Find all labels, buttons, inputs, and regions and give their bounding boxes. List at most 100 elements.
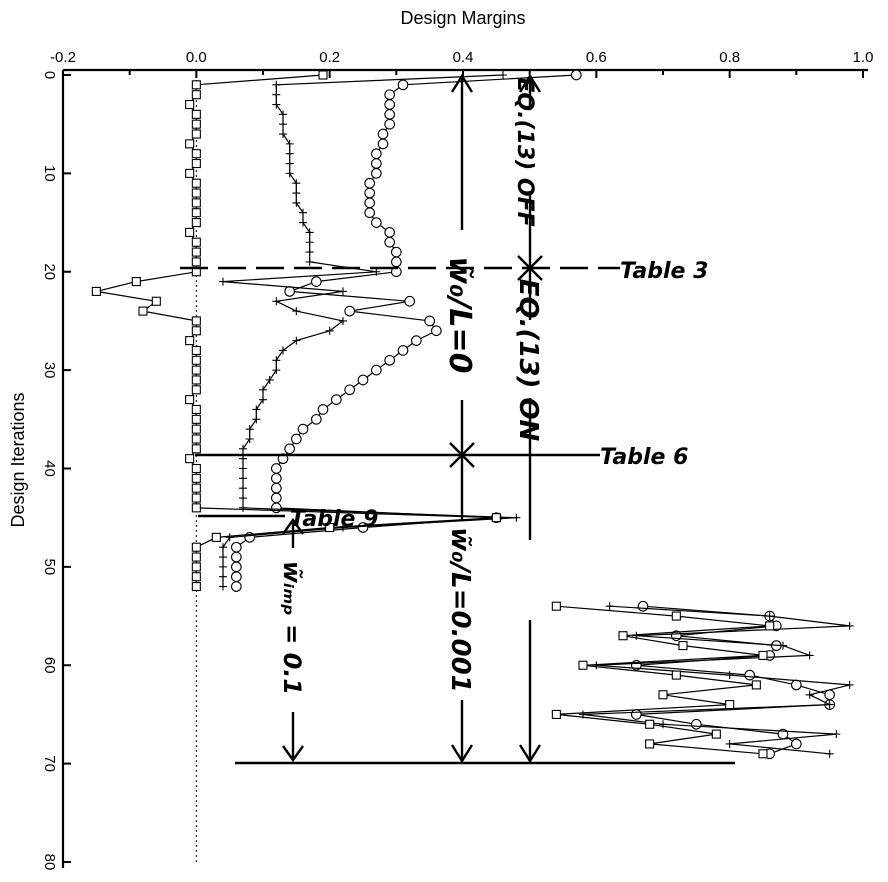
data-point-circle <box>284 286 296 297</box>
y-tick-label: 70 <box>41 755 58 772</box>
arrowhead-2 <box>518 73 542 93</box>
data-point-square <box>191 434 201 444</box>
data-point-square <box>191 316 201 326</box>
y-tick-label: 30 <box>41 362 58 379</box>
y-tick-label: 40 <box>41 460 58 477</box>
data-point-plus <box>259 385 267 394</box>
data-point-square <box>191 404 201 415</box>
data-point-square <box>191 218 201 228</box>
data-point-circle <box>430 325 442 337</box>
data-point-plus <box>272 366 281 375</box>
annotation-lines <box>180 73 735 765</box>
data-point-square <box>191 493 201 503</box>
data-point-circle <box>744 669 756 681</box>
data-point-plus <box>265 375 274 384</box>
data-point-circle <box>270 463 282 474</box>
x-tick-label: 0.6 <box>586 49 607 66</box>
data-point-circle <box>270 482 282 494</box>
data-point-square <box>185 395 195 405</box>
data-point-plus <box>272 356 281 365</box>
data-point-plus <box>239 474 247 483</box>
data-point-plus <box>252 415 261 424</box>
data-point-plus <box>239 444 247 453</box>
data-point-plus <box>279 130 287 139</box>
data-point-circle <box>790 738 802 750</box>
data-point-circle <box>397 345 409 356</box>
data-point-square <box>318 70 328 80</box>
data-point-plus <box>219 543 227 552</box>
data-point-square <box>645 719 655 729</box>
data-point-circle <box>344 384 356 396</box>
data-point-plus <box>245 425 254 434</box>
data-point-plus <box>805 651 814 660</box>
data-point-square <box>191 326 201 336</box>
x-tick-label: 0.2 <box>319 49 340 66</box>
data-point-circle <box>637 600 649 612</box>
data-point-square <box>191 119 201 129</box>
data-point-circle <box>317 404 329 415</box>
data-point-square <box>131 277 141 287</box>
y-tick-label: 50 <box>41 559 58 576</box>
data-point-square <box>185 227 195 237</box>
data-point-square <box>138 306 148 316</box>
data-point-square <box>185 139 195 149</box>
data-point-circle <box>370 148 382 160</box>
data-point-circle <box>364 187 376 199</box>
data-point-plus <box>225 533 234 542</box>
data-point-circle <box>230 541 242 553</box>
data-point-plus <box>779 641 787 650</box>
data-point-plus <box>805 690 814 699</box>
data-point-square <box>191 355 201 365</box>
data-point-square <box>191 463 201 474</box>
data-point-plus <box>239 494 247 503</box>
data-point-circle <box>390 246 402 258</box>
series-line <box>556 605 770 755</box>
data-point-square <box>191 237 201 247</box>
data-point-circle <box>384 89 396 101</box>
data-point-plus <box>239 464 247 473</box>
data-point-circle <box>384 236 396 248</box>
data-point-square <box>191 247 201 257</box>
data-point-circle <box>384 354 396 366</box>
data-point-circle <box>824 689 836 701</box>
data-point-square <box>191 581 201 592</box>
data-point-plus <box>825 749 834 758</box>
data-point-square <box>671 670 681 680</box>
data-point-circle <box>230 581 242 592</box>
data-point-square <box>658 690 668 700</box>
data-point-circle <box>384 118 396 130</box>
data-point-square <box>191 109 201 119</box>
data-point-circle <box>397 79 409 91</box>
data-point-square <box>185 99 195 110</box>
data-point-square <box>191 414 201 424</box>
data-point-circle <box>297 423 309 435</box>
data-point-plus <box>259 395 267 404</box>
data-point-plus <box>832 730 841 739</box>
x-tick-label: 1.0 <box>853 49 874 66</box>
data-point-square <box>191 542 201 552</box>
data-point-square <box>618 631 628 641</box>
table6-label: Table 6 <box>600 445 688 470</box>
table9-label: Table 9 <box>290 507 378 532</box>
data-point-square <box>191 188 201 198</box>
y-tick-label: 0 <box>41 71 58 79</box>
wl-zero-label: w̃₀/L=0 <box>442 257 477 374</box>
data-point-circle <box>270 492 282 504</box>
data-point-square <box>191 345 201 356</box>
cross-mark-table3 <box>517 255 543 281</box>
data-point-circle <box>390 256 402 268</box>
arrowhead-1 <box>450 73 474 93</box>
data-point-square <box>678 641 688 651</box>
data-point-circle <box>310 276 322 287</box>
data-point-square <box>191 129 201 139</box>
series-line <box>582 605 850 755</box>
data-point-square <box>751 680 761 690</box>
x-axis-title: Design Margins <box>400 8 525 28</box>
data-point-square <box>765 621 775 631</box>
data-point-circle <box>410 335 422 346</box>
data-point-square <box>551 601 561 611</box>
data-point-square <box>191 385 201 395</box>
data-point-circle <box>230 571 242 583</box>
data-point-square <box>191 424 201 434</box>
